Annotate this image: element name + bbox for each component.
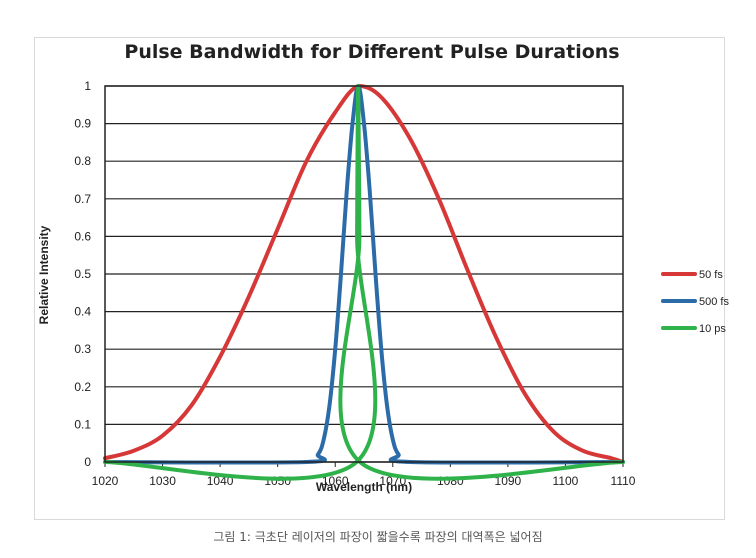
x-tick-label: 1110 [611,474,636,488]
x-tick-label: 1050 [264,474,291,488]
x-axis-label: Wavelength (nm) [316,480,412,494]
y-axis-ticks: 0 0.1 0.2 0.3 0.4 0.5 0.6 0.7 0.8 0.9 1 [74,79,91,469]
x-tick-label: 1060 [322,474,349,488]
y-tick-label: 0.1 [74,417,91,431]
y-tick-label: 1 [84,79,91,93]
x-tick-label: 1080 [437,474,464,488]
y-tick-label: 0.3 [74,342,91,356]
y-tick-label: 0.4 [74,305,91,319]
y-tick-label: 0.5 [74,267,91,281]
figure-frame [34,37,725,520]
y-tick-label: 0 [84,455,91,469]
legend: 50 fs 500 fs 10 ps [661,269,729,335]
plot-area [104,85,624,463]
y-tick-label: 0.9 [74,117,91,131]
x-tick-label: 1030 [149,474,176,488]
y-tick-label: 0.7 [74,192,91,206]
y-tick-label: 0.8 [74,154,91,168]
series-lines [103,84,625,481]
legend-label: 500 fs [699,296,729,308]
figure-caption: 그림 1: 극초단 레이저의 파장이 짧을수록 파장의 대역폭은 넓어짐 [213,530,543,544]
y-tick-label: 0.6 [74,229,91,243]
series-line-1 [103,84,625,464]
legend-label: 50 fs [699,269,723,281]
x-tick-label: 1020 [92,474,119,488]
y-tick-label: 0.2 [74,380,91,394]
x-tick-label: 1090 [495,474,522,488]
chart-title: Pulse Bandwidth for Different Pulse Dura… [124,41,619,63]
legend-label: 10 ps [699,323,726,335]
y-axis-label: Relative Intensity [37,225,51,324]
x-tick-label: 1100 [553,474,579,488]
